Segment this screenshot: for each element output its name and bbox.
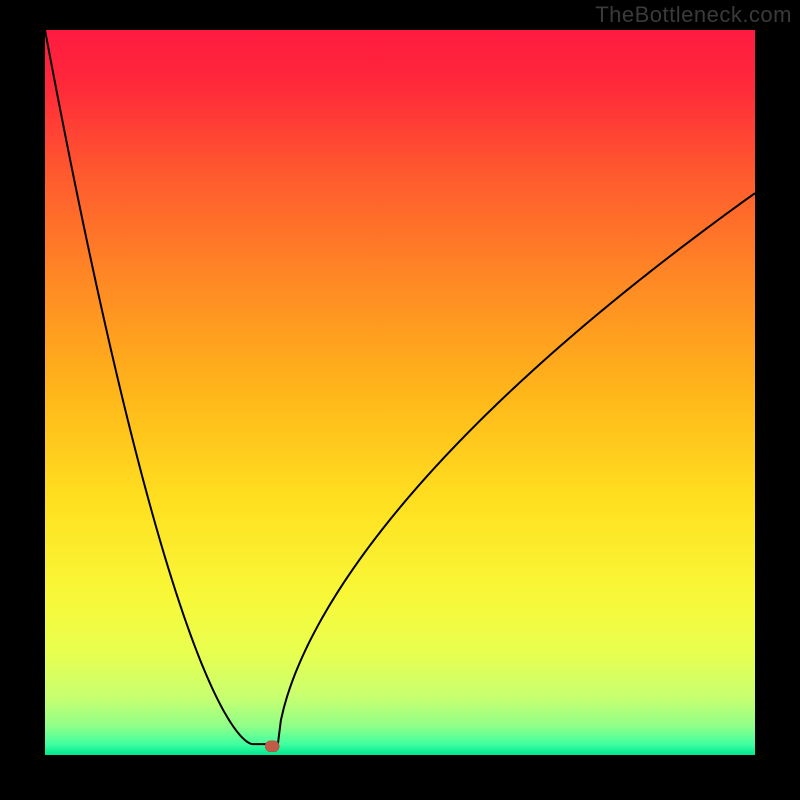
watermark-text: TheBottleneck.com: [595, 2, 792, 28]
gradient-plot-area: [45, 30, 755, 755]
optimum-marker: [265, 741, 279, 752]
bottleneck-chart: [0, 0, 800, 800]
chart-stage: TheBottleneck.com: [0, 0, 800, 800]
